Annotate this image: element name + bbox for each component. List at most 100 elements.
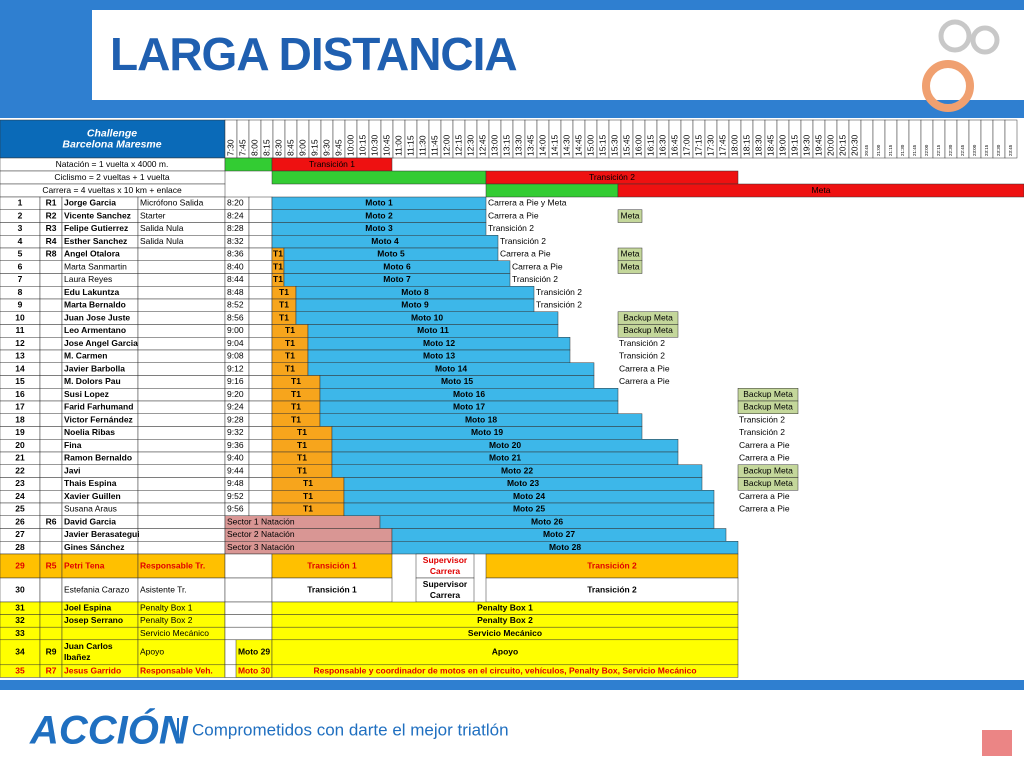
row-name: Susana Araus bbox=[64, 504, 117, 514]
segment-label: Meta bbox=[621, 261, 640, 271]
segment-label: T1 bbox=[303, 504, 313, 514]
cell bbox=[137, 388, 226, 402]
row-number: 13 bbox=[15, 351, 25, 361]
time-header: 22:30 bbox=[948, 144, 953, 156]
row-number: 30 bbox=[15, 584, 25, 594]
time-header: 18:00 bbox=[729, 134, 739, 156]
row-name: David Garcia bbox=[64, 516, 116, 526]
segment-label: Transición 2 bbox=[619, 351, 665, 361]
time-header: 8:00 bbox=[249, 139, 259, 156]
row-time: 9:44 bbox=[227, 465, 244, 475]
row-number: 2 bbox=[18, 210, 23, 220]
segment-label: Moto 25 bbox=[513, 504, 545, 514]
row-name: M. Carmen bbox=[64, 351, 107, 361]
time-header: 21:00 bbox=[876, 144, 881, 156]
row-time: 9:48 bbox=[227, 478, 244, 488]
cell bbox=[61, 626, 139, 641]
cell bbox=[39, 413, 63, 427]
cell bbox=[248, 375, 273, 389]
segment-label: Moto 16 bbox=[453, 389, 485, 399]
segment-label: Carrera bbox=[430, 566, 461, 576]
segment-label: Moto 11 bbox=[417, 325, 449, 335]
row-number: 10 bbox=[15, 312, 25, 322]
row-name: Vicente Sanchez bbox=[64, 210, 131, 220]
cell bbox=[248, 260, 273, 274]
row-number: 22 bbox=[15, 465, 25, 475]
cell bbox=[137, 260, 226, 274]
row-number: 12 bbox=[15, 338, 25, 348]
row-name: Edu Lakuntza bbox=[64, 287, 120, 297]
cell bbox=[61, 577, 139, 603]
row-name: Victor Fernández bbox=[64, 414, 133, 424]
time-header: 23:30 bbox=[996, 144, 1001, 156]
row-time: 9:56 bbox=[227, 504, 244, 514]
row-name: Petri Tena bbox=[64, 560, 105, 570]
segment-label: T1 bbox=[297, 465, 307, 475]
segment-label: Moto 13 bbox=[423, 351, 455, 361]
time-header: 23:15 bbox=[984, 144, 989, 156]
time-header: 20:00 bbox=[825, 134, 835, 156]
legend-label: Natación = 1 vuelta x 4000 m. bbox=[56, 159, 169, 169]
cell bbox=[248, 286, 273, 300]
row-time: 9:12 bbox=[227, 363, 244, 373]
segment-label: Backup Meta bbox=[623, 325, 673, 335]
segment-label: Moto 15 bbox=[441, 376, 473, 386]
segment-label: Moto 6 bbox=[383, 261, 411, 271]
brand: ACCIÓN bbox=[29, 707, 189, 753]
segment-label: Transición 1 bbox=[307, 584, 357, 594]
row-time: 9:20 bbox=[227, 389, 244, 399]
row-time: 9:16 bbox=[227, 376, 244, 386]
segment-label: Carrera a Pie bbox=[739, 504, 790, 514]
segment-label: T1 bbox=[297, 427, 307, 437]
segment bbox=[737, 400, 799, 414]
segment-label: Sector 2 Natación bbox=[227, 529, 295, 539]
row-time: 8:56 bbox=[227, 312, 244, 322]
segment-label: Moto 30 bbox=[238, 665, 270, 675]
cell bbox=[137, 451, 226, 465]
segment-label: Carrera a Pie bbox=[619, 376, 670, 386]
row-name: Javier Berasategui bbox=[64, 529, 140, 539]
cell bbox=[137, 413, 226, 427]
cell bbox=[248, 324, 273, 338]
time-header: 11:45 bbox=[429, 135, 439, 156]
cell bbox=[248, 311, 273, 325]
cell bbox=[39, 375, 63, 389]
time-header: 9:45 bbox=[333, 139, 343, 156]
row-role: Penalty Box 2 bbox=[140, 615, 193, 625]
row-time: 8:20 bbox=[227, 198, 244, 208]
cell bbox=[248, 349, 273, 363]
row-time: 9:00 bbox=[227, 325, 244, 335]
cell bbox=[137, 490, 226, 504]
cell bbox=[39, 349, 63, 363]
row-number: 5 bbox=[18, 249, 23, 259]
row-number: 4 bbox=[18, 236, 23, 246]
row-name: Ramon Bernaldo bbox=[64, 453, 132, 463]
segment-label: Moto 23 bbox=[507, 478, 539, 488]
segment-label: Transición 2 bbox=[488, 223, 534, 233]
row-code: R9 bbox=[46, 647, 57, 657]
segment bbox=[737, 477, 799, 491]
time-header: 11:30 bbox=[417, 135, 427, 156]
row-number: 6 bbox=[18, 261, 23, 271]
time-header: 10:15 bbox=[357, 134, 367, 156]
cell bbox=[248, 490, 273, 504]
time-header: 20:45 bbox=[864, 144, 869, 156]
time-header: 13:15 bbox=[501, 134, 511, 156]
legend-text: Meta bbox=[812, 185, 831, 195]
row-code: R4 bbox=[46, 236, 57, 246]
row-number: 31 bbox=[15, 603, 25, 613]
row-time: 9:08 bbox=[227, 351, 244, 361]
segment-label: Moto 17 bbox=[453, 402, 485, 412]
row-number: 1 bbox=[18, 198, 23, 208]
segment-label: Carrera a Pie y Meta bbox=[488, 198, 567, 208]
segment-label: Transición 2 bbox=[739, 414, 785, 424]
time-header: 20:30 bbox=[849, 134, 859, 156]
segment-label: T1 bbox=[291, 402, 301, 412]
segment-label: T1 bbox=[303, 478, 313, 488]
segment-label: T1 bbox=[285, 351, 295, 361]
cell bbox=[248, 439, 273, 453]
row-number: 28 bbox=[15, 542, 25, 552]
cell bbox=[248, 222, 273, 236]
segment bbox=[415, 553, 475, 579]
segment-label: Transición 1 bbox=[307, 560, 357, 570]
